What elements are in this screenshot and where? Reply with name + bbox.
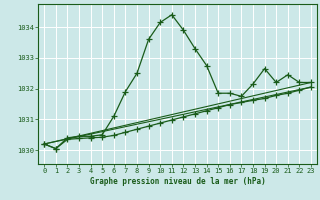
X-axis label: Graphe pression niveau de la mer (hPa): Graphe pression niveau de la mer (hPa): [90, 177, 266, 186]
